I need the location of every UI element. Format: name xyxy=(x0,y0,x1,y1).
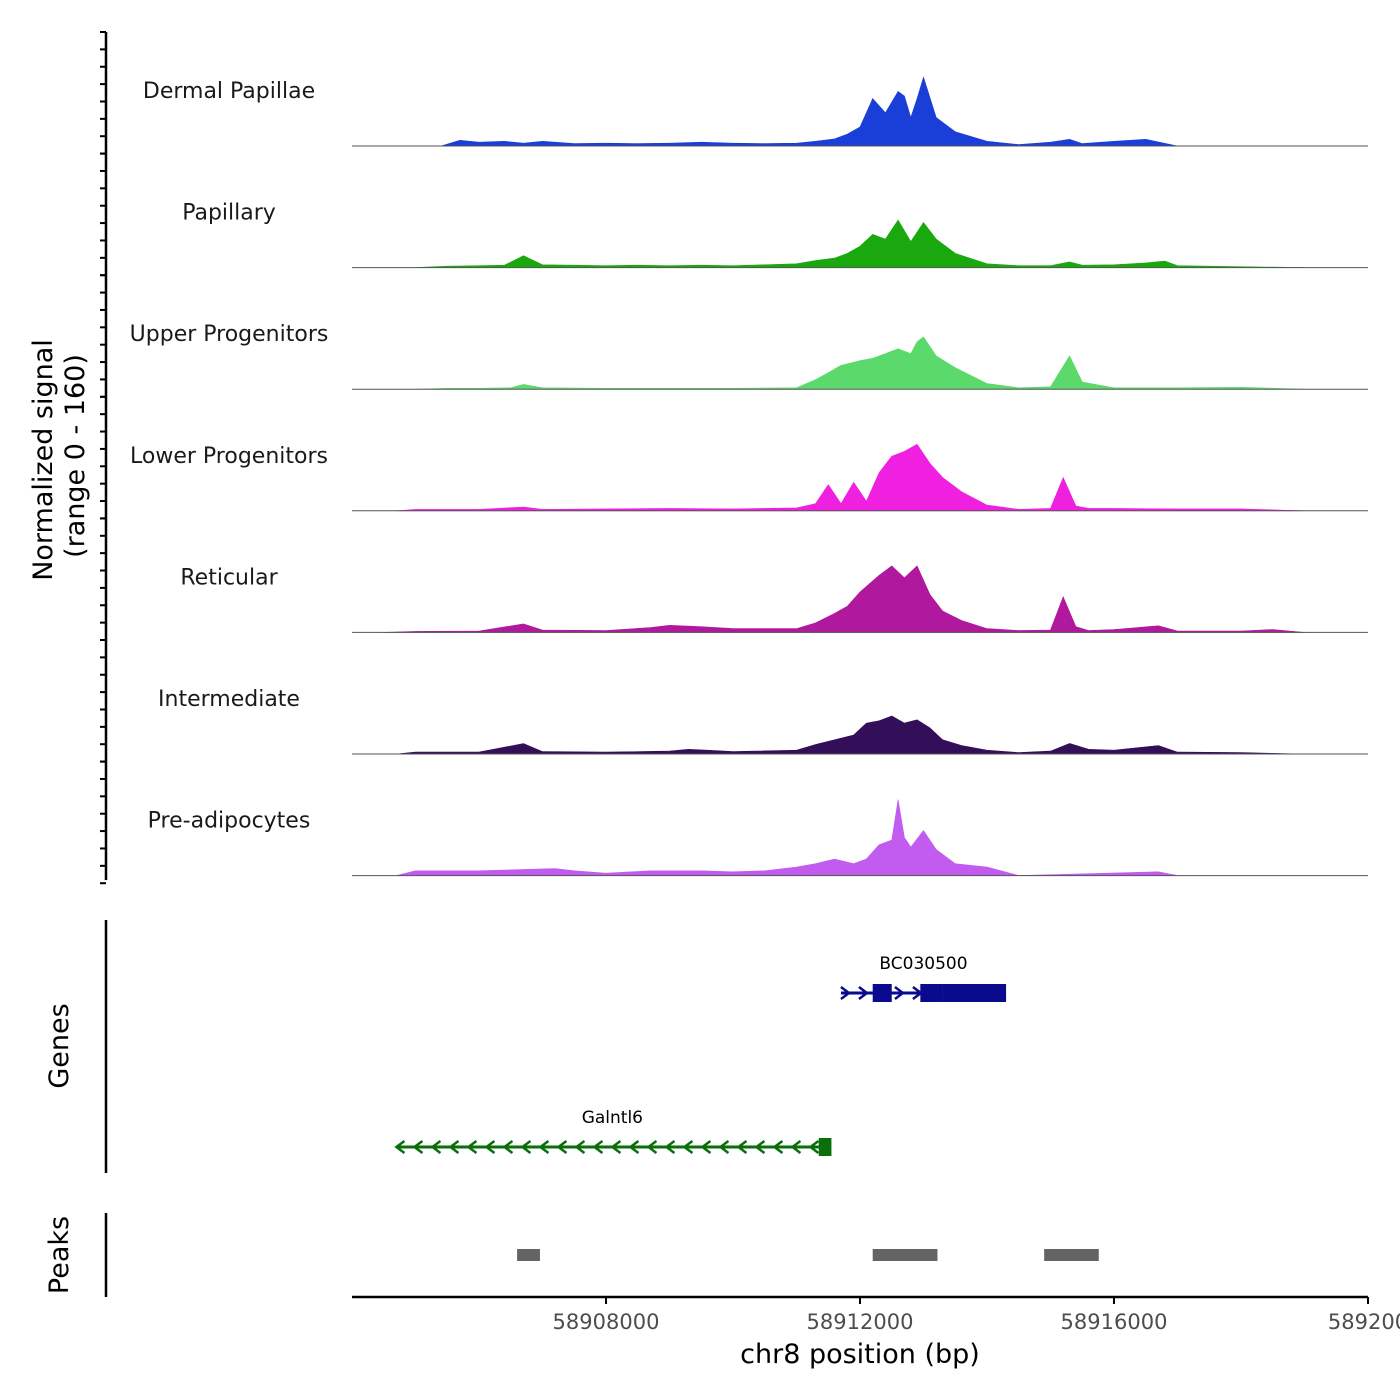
track-label: Pre-adipocytes xyxy=(148,809,311,834)
strand-arrow xyxy=(448,1140,460,1154)
gene-annotation-track: BC030500 Galntl6 xyxy=(394,954,1007,1156)
gene-exon xyxy=(942,984,1007,1002)
peaks-track xyxy=(517,1249,1099,1261)
signal-area xyxy=(383,565,1305,633)
gene-bc030500: BC030500 xyxy=(840,954,1007,1002)
gene-label: Galntl6 xyxy=(582,1108,643,1128)
track-label: Lower Progenitors xyxy=(130,444,328,469)
track-upper-progenitors: Upper Progenitors xyxy=(130,322,1368,390)
gene-label: BC030500 xyxy=(879,954,967,974)
strand-arrow xyxy=(718,1140,730,1154)
strand-arrow xyxy=(484,1140,496,1154)
strand-arrow xyxy=(466,1140,478,1154)
strand-arrow xyxy=(610,1140,622,1154)
signal-area xyxy=(396,799,1178,876)
strand-arrow xyxy=(894,986,906,1000)
track-label: Reticular xyxy=(180,565,278,590)
strand-arrow xyxy=(520,1140,532,1154)
strand-arrow xyxy=(394,1140,406,1154)
track-label: Papillary xyxy=(182,201,276,226)
strand-arrow xyxy=(840,986,852,1000)
signal-area xyxy=(415,336,1305,390)
signal-tracks: Dermal Papillae Papillary Upper Progenitor… xyxy=(130,76,1368,877)
x-tick-label: 58916000 xyxy=(1061,1310,1168,1334)
strand-arrow xyxy=(664,1140,676,1154)
strand-arrow xyxy=(592,1140,604,1154)
strand-arrow xyxy=(412,1140,424,1154)
strand-arrow xyxy=(556,1140,568,1154)
strand-arrow xyxy=(736,1140,748,1154)
track-label: Dermal Papillae xyxy=(143,79,315,104)
track-label: Intermediate xyxy=(158,687,300,712)
gene-exon xyxy=(818,1138,832,1156)
strand-arrow xyxy=(538,1140,550,1154)
peak-region xyxy=(1044,1249,1099,1261)
signal-area xyxy=(396,715,1305,755)
signal-axis-title-line1: Normalized signal xyxy=(28,339,59,581)
x-tick-label: 58908000 xyxy=(553,1310,660,1334)
peaks-axis-title: Peaks xyxy=(44,1216,75,1294)
track-label: Upper Progenitors xyxy=(130,322,329,347)
gene-galntl6: Galntl6 xyxy=(394,1108,832,1156)
strand-arrow xyxy=(646,1140,658,1154)
strand-arrow xyxy=(772,1140,784,1154)
gene-exon xyxy=(920,984,943,1002)
strand-arrow xyxy=(430,1140,442,1154)
gene-exon xyxy=(872,984,892,1002)
strand-arrow xyxy=(754,1140,766,1154)
signal-area xyxy=(396,443,1305,512)
track-dermal-papillae: Dermal Papillae xyxy=(143,76,1368,147)
track-reticular: Reticular xyxy=(180,565,1368,633)
peak-region xyxy=(872,1249,938,1261)
peak-region xyxy=(517,1249,540,1261)
strand-arrow xyxy=(574,1140,586,1154)
strand-arrow xyxy=(790,1140,802,1154)
track-papillary: Papillary xyxy=(182,201,1368,269)
strand-arrow xyxy=(502,1140,514,1154)
x-axis-title: chr8 position (bp) xyxy=(740,1339,980,1370)
track-intermediate: Intermediate xyxy=(158,687,1368,755)
track-lower-progenitors: Lower Progenitors xyxy=(130,443,1368,512)
genes-axis-title: Genes xyxy=(44,1003,75,1088)
strand-arrow xyxy=(700,1140,712,1154)
strand-arrow xyxy=(628,1140,640,1154)
signal-axis-title-line2: (range 0 - 160) xyxy=(60,354,91,558)
strand-arrow xyxy=(858,986,870,1000)
signal-area xyxy=(415,219,1305,268)
track-pre-adipocytes: Pre-adipocytes xyxy=(148,799,1368,877)
strand-arrow xyxy=(808,1140,820,1154)
x-tick-label: 589200 xyxy=(1328,1310,1400,1334)
x-tick-label: 58912000 xyxy=(807,1310,914,1334)
signal-y-axis-ticks xyxy=(100,31,106,885)
x-axis-ticks: 58908000 58912000 58916000 589200 xyxy=(553,1297,1400,1334)
strand-arrow xyxy=(682,1140,694,1154)
signal-area xyxy=(440,76,1178,147)
